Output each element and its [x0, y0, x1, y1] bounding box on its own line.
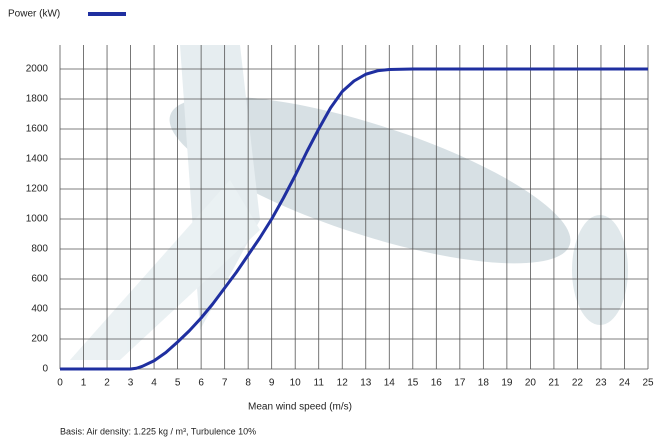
- x-axis-title: Mean wind speed (m/s): [248, 402, 352, 413]
- x-tick-label: 3: [128, 378, 134, 389]
- x-tick-label: 12: [337, 378, 349, 389]
- y-tick-label: 2000: [26, 64, 49, 75]
- x-tick-label: 14: [384, 378, 396, 389]
- x-tick-label: 5: [175, 378, 181, 389]
- y-tick-label: 800: [31, 244, 48, 255]
- x-tick-label: 2: [104, 378, 110, 389]
- x-tick-label: 24: [619, 378, 631, 389]
- x-tick-label: 6: [198, 378, 204, 389]
- x-tick-label: 15: [407, 378, 419, 389]
- x-tick-label: 21: [548, 378, 560, 389]
- x-tick-label: 16: [431, 378, 443, 389]
- x-tick-label: 0: [57, 378, 63, 389]
- x-tick-label: 4: [151, 378, 157, 389]
- footnote: Basis: Air density: 1.225 kg / m³, Turbu…: [60, 426, 256, 436]
- y-tick-label: 200: [31, 334, 48, 345]
- x-tick-label: 13: [360, 378, 372, 389]
- y-tick-label: 1200: [26, 184, 49, 195]
- y-tick-label: 600: [31, 274, 48, 285]
- y-tick-label: 1000: [26, 214, 49, 225]
- y-tick-label: 0: [42, 364, 48, 375]
- x-tick-label: 17: [454, 378, 466, 389]
- y-tick-label: 1400: [26, 154, 49, 165]
- x-tick-label: 22: [572, 378, 584, 389]
- x-tick-label: 11: [314, 378, 325, 389]
- x-tick-label: 19: [501, 378, 513, 389]
- x-tick-label: 23: [595, 378, 607, 389]
- legend-label: Power (kW): [8, 9, 60, 20]
- x-tick-label: 20: [525, 378, 537, 389]
- y-tick-label: 1800: [26, 94, 49, 105]
- x-tick-label: 10: [290, 378, 302, 389]
- y-tick-label: 1600: [26, 124, 49, 135]
- x-tick-label: 1: [81, 378, 87, 389]
- x-tick-label: 8: [245, 378, 251, 389]
- x-tick-label: 25: [642, 378, 654, 389]
- x-tick-label: 9: [269, 378, 275, 389]
- x-tick-label: 7: [222, 378, 228, 389]
- y-tick-label: 400: [31, 304, 48, 315]
- x-tick-label: 18: [478, 378, 490, 389]
- chart: Mean wind speed (m/s) Basis: Air density…: [0, 0, 660, 445]
